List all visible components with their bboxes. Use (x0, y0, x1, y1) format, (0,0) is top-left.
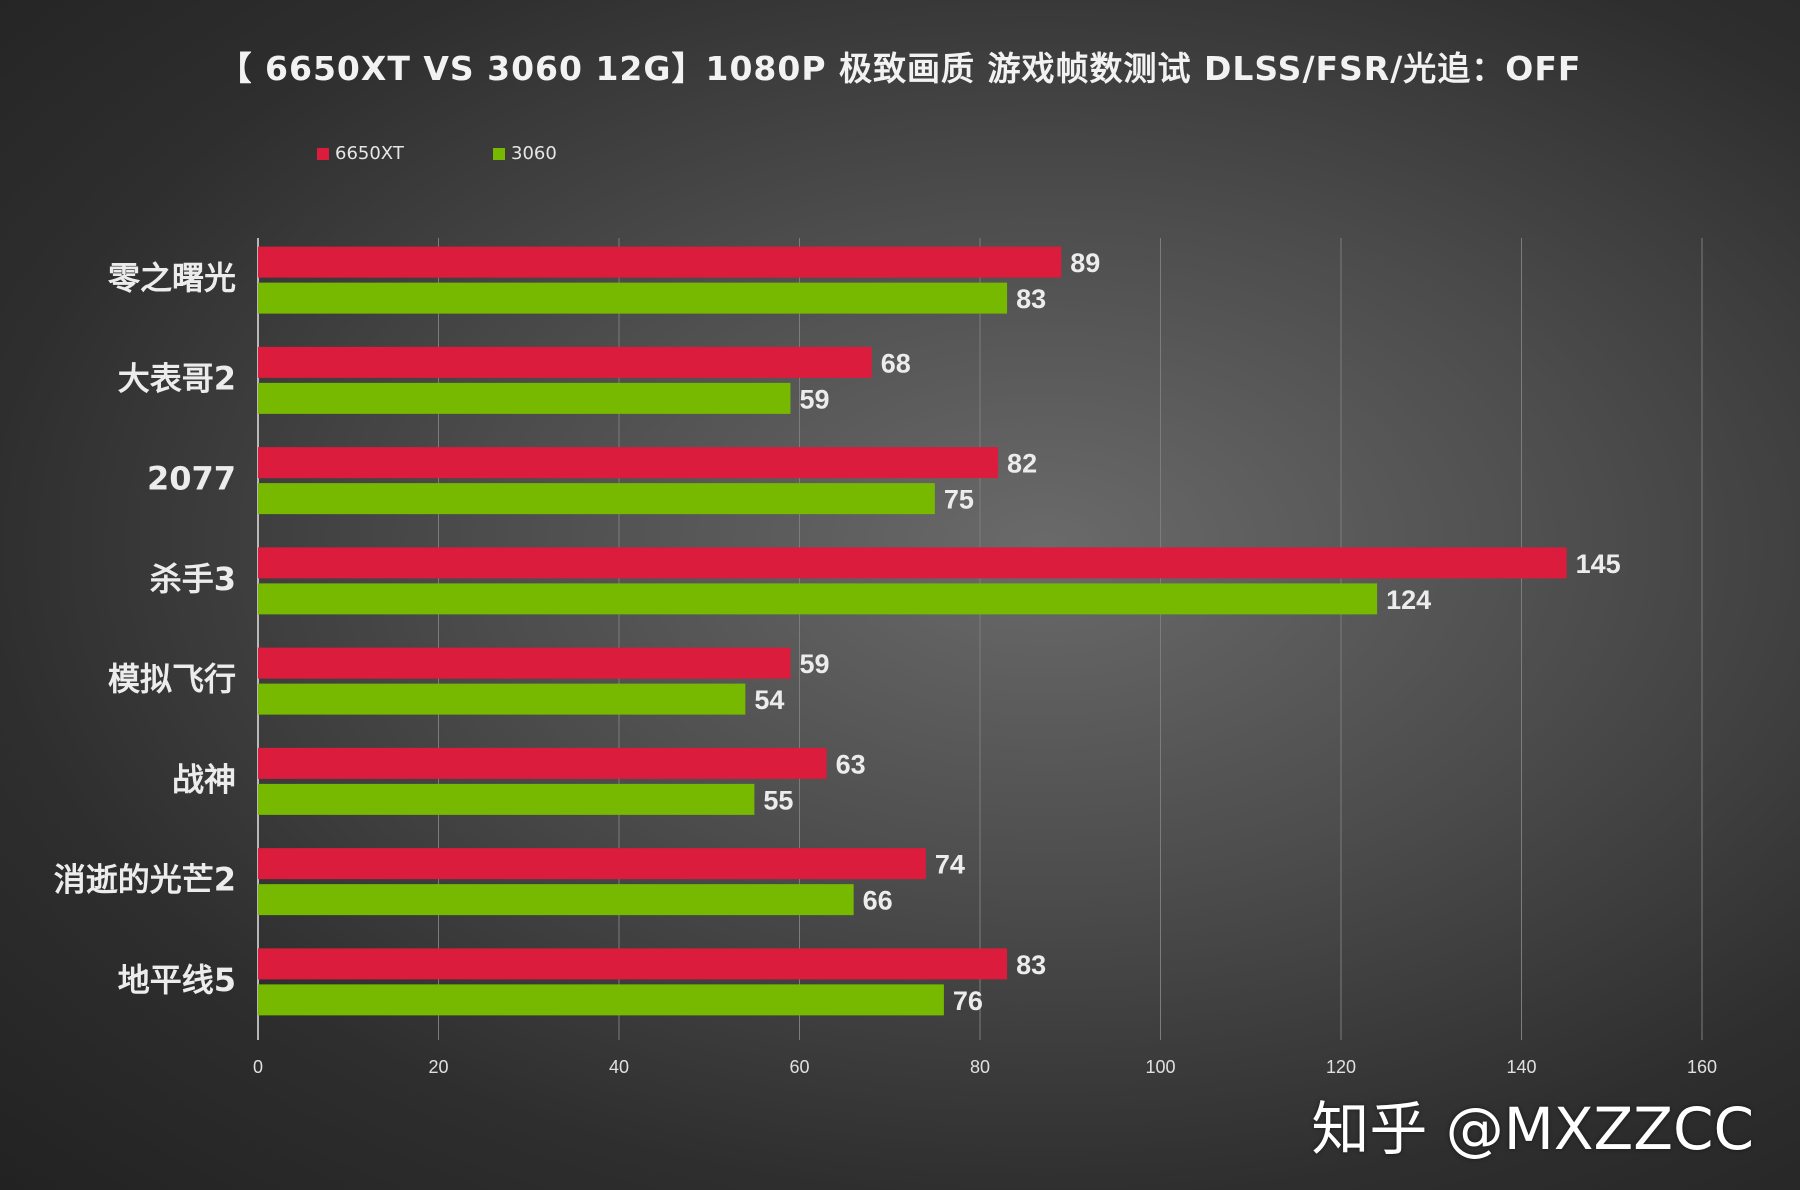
x-tick-label-160: 160 (1687, 1057, 1717, 1077)
value-label-3060: 55 (763, 785, 793, 815)
bar-6650xt (258, 647, 791, 679)
value-label-3060: 66 (863, 886, 893, 916)
category-label: 杀手3 (150, 560, 236, 598)
bar-6650xt (258, 948, 1008, 980)
x-tick-label-20: 20 (428, 1057, 448, 1077)
x-tick-label-140: 140 (1506, 1057, 1536, 1077)
value-label-6650xt: 89 (1070, 248, 1100, 278)
value-label-6650xt: 74 (935, 850, 965, 880)
value-label-3060: 54 (754, 685, 784, 715)
bar-6650xt (258, 346, 872, 378)
category-label: 大表哥2 (118, 359, 236, 397)
value-label-3060: 76 (953, 986, 983, 1016)
bar-3060 (258, 282, 1008, 314)
legend-swatch-3060 (493, 147, 505, 160)
x-tick-label-0: 0 (253, 1057, 263, 1077)
legend-label-6650xt: 6650XT (335, 143, 404, 164)
x-tick-label-120: 120 (1326, 1057, 1356, 1077)
value-label-6650xt: 59 (799, 649, 829, 679)
bar-3060 (258, 884, 854, 916)
legend-item-6650xt: 6650XT (317, 143, 404, 164)
legend-swatch-6650xt (317, 147, 329, 160)
bar-6650xt (258, 246, 1062, 278)
legend-item-3060: 3060 (493, 143, 557, 164)
value-label-6650xt: 145 (1576, 549, 1621, 579)
value-label-6650xt: 63 (836, 749, 866, 779)
x-tick-label-40: 40 (609, 1057, 629, 1077)
value-label-3060: 124 (1386, 585, 1431, 615)
bar-3060 (258, 483, 935, 515)
bar-6650xt (258, 547, 1567, 579)
x-tick-label-80: 80 (970, 1057, 990, 1077)
value-label-6650xt: 82 (1007, 449, 1037, 479)
bar-3060 (258, 683, 746, 715)
watermark: 知乎 @MXZZCC (1311, 1095, 1754, 1163)
bar-3060 (258, 583, 1378, 615)
category-label: 地平线5 (118, 961, 236, 999)
x-tick-label-60: 60 (789, 1057, 809, 1077)
bar-3060 (258, 382, 791, 414)
value-label-6650xt: 83 (1016, 950, 1046, 980)
category-label: 零之曙光 (108, 259, 236, 297)
bar-6650xt (258, 848, 926, 880)
category-label: 消逝的光芒2 (54, 861, 236, 899)
x-tick-label-100: 100 (1145, 1057, 1175, 1077)
bar-3060 (258, 783, 755, 815)
bar-6650xt (258, 447, 999, 479)
category-label: 模拟飞行 (108, 660, 236, 698)
value-label-3060: 59 (799, 384, 829, 414)
value-label-6650xt: 68 (881, 348, 911, 378)
bar-6650xt (258, 747, 827, 779)
category-label: 2077 (147, 460, 236, 498)
value-label-3060: 83 (1016, 284, 1046, 314)
chart-title: 【 6650XT VS 3060 12G】1080P 极致画质 游戏帧数测试 D… (218, 49, 1582, 88)
category-label: 战神 (172, 760, 236, 798)
value-label-3060: 75 (944, 485, 974, 515)
bar-3060 (258, 984, 944, 1016)
legend-label-3060: 3060 (511, 143, 557, 164)
